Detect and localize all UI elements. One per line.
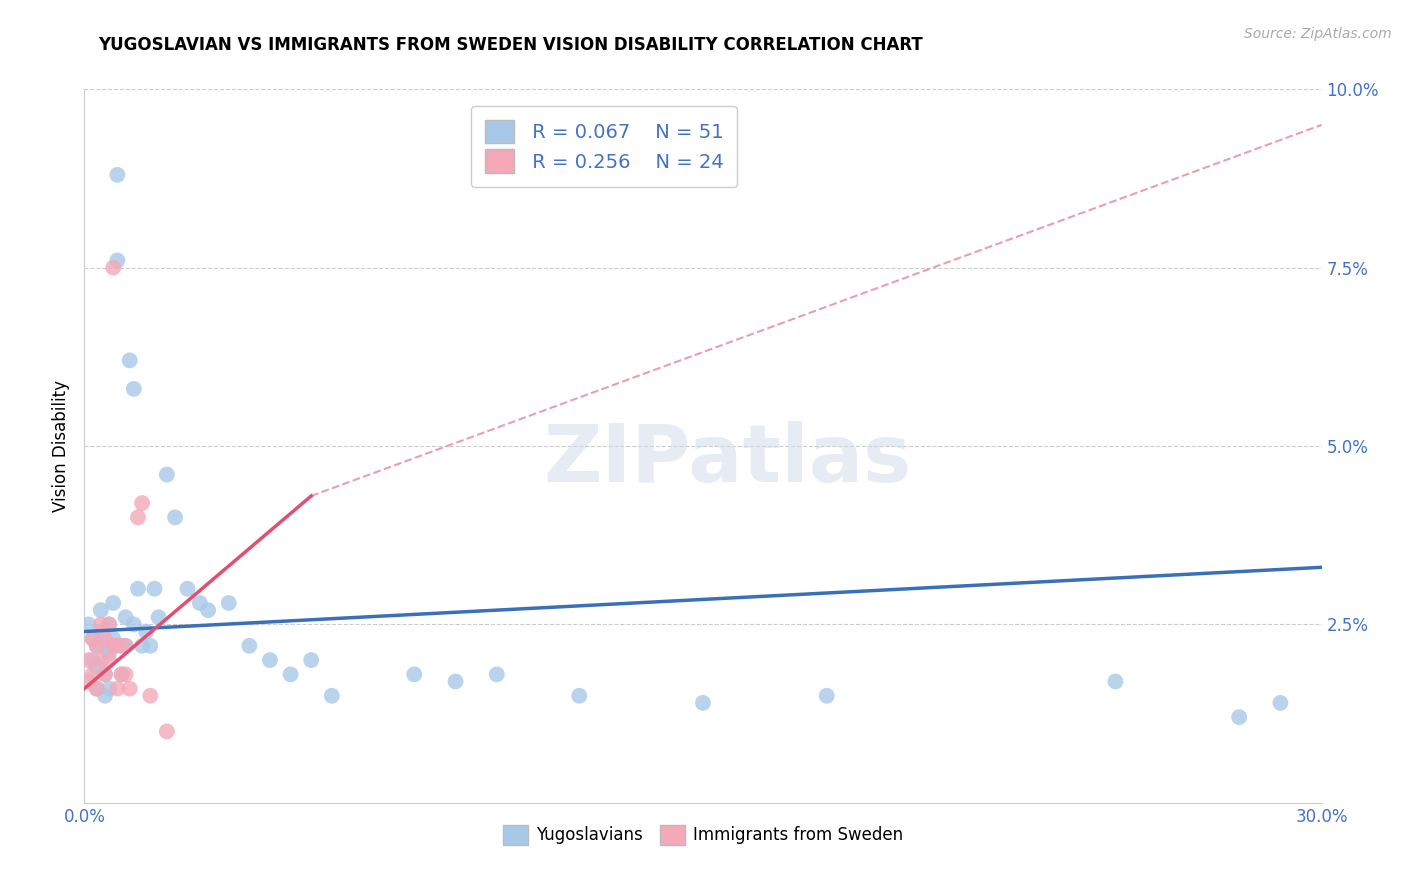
Point [259,653,281,667]
Point [131,639,153,653]
Point [103,596,125,610]
Point [90,603,112,617]
Point [118,353,141,368]
Text: ZIPatlas: ZIPatlas [544,421,912,500]
Point [165,510,187,524]
Point [77,653,100,667]
Point [114,667,136,681]
Point [280,667,302,681]
Point [139,639,162,653]
Point [105,681,128,696]
Point [77,674,100,689]
Point [118,681,141,696]
Point [692,696,714,710]
Point [103,632,125,646]
Point [485,667,508,681]
Point [90,617,112,632]
Point [568,689,591,703]
Point [105,253,128,268]
Point [1270,696,1292,710]
Point [110,667,132,681]
Point [127,510,149,524]
Point [135,624,157,639]
Point [98,617,121,632]
Point [299,653,322,667]
Point [110,667,132,681]
Point [86,681,108,696]
Point [1227,710,1250,724]
Point [94,689,117,703]
Point [94,667,117,681]
Point [98,617,121,632]
Point [110,639,132,653]
Point [176,582,198,596]
Point [1104,674,1126,689]
Point [90,653,112,667]
Point [139,689,162,703]
Point [156,724,179,739]
Legend: Yugoslavians, Immigrants from Sweden: Yugoslavians, Immigrants from Sweden [496,818,910,852]
Point [122,382,145,396]
Point [98,646,121,660]
Point [156,467,179,482]
Point [815,689,838,703]
Point [90,624,112,639]
Point [86,639,108,653]
Point [404,667,426,681]
Point [127,582,149,596]
Point [114,639,136,653]
Point [94,639,117,653]
Point [98,681,121,696]
Point [94,632,117,646]
Point [114,639,136,653]
Point [77,617,100,632]
Point [94,667,117,681]
Text: Source: ZipAtlas.com: Source: ZipAtlas.com [1244,27,1392,41]
Point [321,689,343,703]
Point [103,639,125,653]
Point [122,617,145,632]
Point [82,667,104,681]
Point [105,639,128,653]
Point [188,596,211,610]
Text: YUGOSLAVIAN VS IMMIGRANTS FROM SWEDEN VISION DISABILITY CORRELATION CHART: YUGOSLAVIAN VS IMMIGRANTS FROM SWEDEN VI… [98,36,924,54]
Point [82,632,104,646]
Point [143,582,166,596]
Point [98,653,121,667]
Point [86,681,108,696]
Point [82,632,104,646]
Point [114,610,136,624]
Point [82,653,104,667]
Point [444,674,467,689]
Point [148,610,170,624]
Point [218,596,240,610]
Point [105,168,128,182]
Point [86,639,108,653]
Point [103,260,125,275]
Point [238,639,260,653]
Point [131,496,153,510]
Point [197,603,219,617]
Y-axis label: Vision Disability: Vision Disability [52,380,70,512]
Point [86,660,108,674]
